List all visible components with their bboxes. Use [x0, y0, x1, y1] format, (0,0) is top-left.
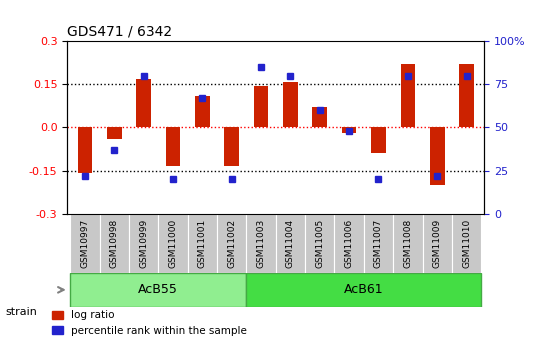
Legend: log ratio, percentile rank within the sample: log ratio, percentile rank within the sa…: [48, 306, 251, 340]
Bar: [77, 128, 92, 174]
Text: GSM11010: GSM11010: [462, 218, 471, 268]
Text: GSM11007: GSM11007: [374, 218, 383, 268]
Text: GSM11000: GSM11000: [168, 218, 178, 268]
FancyBboxPatch shape: [70, 273, 246, 307]
Text: GSM10998: GSM10998: [110, 218, 119, 268]
Bar: [459, 65, 474, 128]
FancyBboxPatch shape: [335, 214, 364, 273]
Bar: [195, 96, 210, 128]
Text: GSM11001: GSM11001: [198, 218, 207, 268]
Text: GSM11004: GSM11004: [286, 218, 295, 268]
FancyBboxPatch shape: [393, 214, 422, 273]
Bar: [136, 79, 151, 128]
Text: strain: strain: [5, 307, 37, 317]
Text: GSM11002: GSM11002: [227, 218, 236, 268]
Bar: [254, 86, 268, 128]
Bar: [283, 81, 298, 128]
Text: GSM11005: GSM11005: [315, 218, 324, 268]
Text: GSM11006: GSM11006: [345, 218, 353, 268]
FancyBboxPatch shape: [422, 214, 452, 273]
FancyBboxPatch shape: [217, 214, 246, 273]
FancyBboxPatch shape: [246, 214, 276, 273]
Text: GDS471 / 6342: GDS471 / 6342: [67, 25, 172, 39]
FancyBboxPatch shape: [158, 214, 188, 273]
Bar: [430, 128, 444, 185]
Bar: [371, 128, 386, 153]
Bar: [224, 128, 239, 166]
Bar: [400, 65, 415, 128]
Bar: [342, 128, 357, 133]
FancyBboxPatch shape: [188, 214, 217, 273]
Text: AcB61: AcB61: [344, 283, 384, 296]
FancyBboxPatch shape: [452, 214, 482, 273]
Bar: [107, 128, 122, 139]
Text: GSM11003: GSM11003: [257, 218, 266, 268]
Bar: [313, 107, 327, 128]
FancyBboxPatch shape: [246, 273, 482, 307]
FancyBboxPatch shape: [305, 214, 335, 273]
Text: GSM11008: GSM11008: [404, 218, 412, 268]
Text: GSM10997: GSM10997: [80, 218, 89, 268]
Text: GSM10999: GSM10999: [139, 218, 148, 268]
FancyBboxPatch shape: [129, 214, 158, 273]
Bar: [166, 128, 180, 166]
FancyBboxPatch shape: [364, 214, 393, 273]
FancyBboxPatch shape: [276, 214, 305, 273]
FancyBboxPatch shape: [70, 214, 100, 273]
Text: GSM11009: GSM11009: [433, 218, 442, 268]
FancyBboxPatch shape: [100, 214, 129, 273]
Text: AcB55: AcB55: [138, 283, 178, 296]
